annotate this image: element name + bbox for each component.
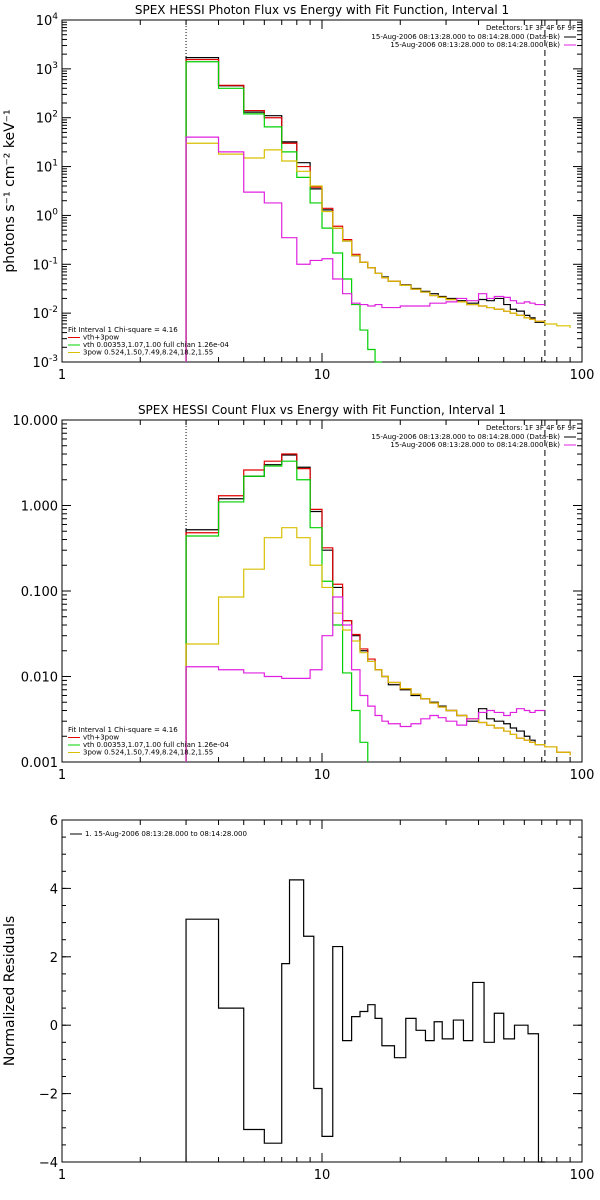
fit-legend-header: Fit Interval 1 Chi-square = 4.16 — [68, 726, 178, 734]
series-line — [185, 136, 545, 362]
x-tick-label: 1 — [58, 368, 66, 383]
fit-legend-entry: 3pow 0.524,1.50,7.49,8.24,18.2,1.55 — [83, 749, 213, 757]
y-tick-label: 10-1 — [32, 256, 58, 273]
legend-entry: 15-Aug-2006 08:13:28.000 to 08:14:28.000… — [371, 433, 560, 441]
series-line — [185, 460, 369, 762]
y-tick-label: 0 — [50, 1019, 58, 1034]
series-line — [185, 58, 546, 362]
legend-entry: 15-Aug-2006 08:13:28.000 to 08:14:28.000… — [390, 441, 560, 449]
fit-legend-entry: vth+3pow — [83, 334, 119, 342]
y-tick-label: 4 — [50, 882, 58, 897]
y-tick-label: 0.001 — [21, 756, 58, 771]
x-tick-label: 10 — [314, 368, 331, 383]
y-tick-label: 102 — [36, 110, 58, 127]
legend-entry: 15-Aug-2006 08:13:28.000 to 08:14:28.000… — [390, 41, 560, 49]
series-line — [185, 454, 545, 762]
series-line — [185, 596, 545, 762]
y-tick-label: 2 — [50, 951, 58, 966]
legend-entry: 15-Aug-2006 08:13:28.000 to 08:14:28.000… — [371, 33, 560, 41]
series-line — [185, 61, 382, 363]
y-tick-label: 100 — [36, 207, 59, 224]
y-tick-label: 101 — [36, 159, 58, 176]
x-tick-label: 10 — [314, 768, 331, 783]
x-tick-label: 1 — [58, 768, 66, 783]
legend-entry: 1. 15-Aug-2006 08:13:28.000 to 08:14:28.… — [85, 830, 247, 838]
y-tick-label: 6 — [50, 814, 58, 829]
fit-legend-entry: vth+3pow — [83, 734, 119, 742]
y-tick-label: 103 — [36, 61, 58, 78]
y-tick-label: 1.000 — [21, 500, 58, 515]
legend-header: Detectors: 1F 3F 4F 6F 9F — [486, 24, 576, 32]
fit-legend-entry: vth 0.00353,1.07,1.00 full chian 1.26e-0… — [83, 741, 229, 749]
photon-flux-panel: SPEX HESSI Photon Flux vs Energy with Fi… — [2, 3, 594, 383]
fit-legend-header: Fit Interval 1 Chi-square = 4.16 — [68, 326, 178, 334]
y-tick-label: 10-3 — [32, 354, 58, 371]
series-line — [185, 56, 545, 362]
plot-frame — [61, 419, 583, 763]
y-axis-label: Normalized Residuals — [2, 916, 18, 1066]
y-tick-label: −2 — [39, 1088, 58, 1103]
residuals-panel: 1 10 100 6 4 2 0 −2 −4 Normalized Residuals 1. 15-… — [2, 814, 594, 1183]
y-tick-label: 10-2 — [32, 305, 58, 322]
y-tick-label: 0.010 — [21, 671, 58, 686]
x-tick-label: 100 — [570, 768, 595, 783]
y-tick-label: 0.100 — [21, 585, 58, 600]
y-axis-label: photons s⁻¹ cm⁻² keV⁻¹ — [2, 109, 18, 272]
series-line — [185, 142, 571, 362]
y-tick-label: 10.000 — [13, 414, 59, 429]
y-tick-label: 104 — [36, 12, 59, 29]
fit-legend-entry: 3pow 0.524,1.50,7.49,8.24,18.2,1.55 — [83, 349, 213, 357]
x-tick-label: 100 — [570, 1168, 595, 1183]
y-tick-label: −4 — [39, 1156, 58, 1171]
fit-legend-entry: vth 0.00353,1.07,1.00 full chian 1.26e-0… — [83, 341, 229, 349]
legend-header: Detectors: 1F 3F 4F 6F 9F — [486, 424, 576, 432]
series-line — [185, 527, 571, 762]
x-tick-label: 10 — [314, 1168, 331, 1183]
x-tick-label: 100 — [570, 368, 595, 383]
x-tick-label: 1 — [58, 1168, 66, 1183]
chart-title: SPEX HESSI Photon Flux vs Energy with Fi… — [135, 3, 509, 17]
chart-title: SPEX HESSI Count Flux vs Energy with Fit… — [138, 403, 506, 417]
series-line — [185, 879, 545, 1163]
count-flux-panel: SPEX HESSI Count Flux vs Energy with Fit… — [13, 403, 595, 783]
